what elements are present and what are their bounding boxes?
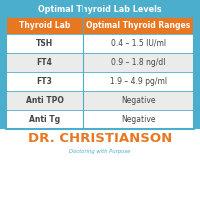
Text: Optimal Thyroid Lab Levels: Optimal Thyroid Lab Levels: [38, 5, 162, 15]
Text: 0.4 – 1.5 IU/ml: 0.4 – 1.5 IU/ml: [111, 39, 166, 48]
Text: FT3: FT3: [37, 77, 52, 86]
Text: DR. CHRISTIANSON: DR. CHRISTIANSON: [28, 132, 172, 146]
Bar: [0, 129, 200, 200]
Bar: [6, 3, 194, 129]
Bar: [6, 53, 194, 72]
Text: TSH: TSH: [36, 39, 53, 48]
Text: Thyroid Lab: Thyroid Lab: [19, 21, 70, 30]
Bar: [6, 110, 194, 129]
Text: Anti TPO: Anti TPO: [26, 96, 63, 105]
Text: 0.9 – 1.8 ng/dl: 0.9 – 1.8 ng/dl: [111, 58, 166, 67]
Text: Negative: Negative: [121, 96, 156, 105]
Text: Optimal Thyroid Ranges: Optimal Thyroid Ranges: [86, 21, 191, 30]
Bar: [6, 3, 194, 17]
Bar: [6, 72, 194, 91]
Bar: [6, 91, 194, 110]
Text: Negative: Negative: [121, 115, 156, 124]
Bar: [6, 34, 194, 53]
Text: Doctoring with Purpose: Doctoring with Purpose: [69, 148, 131, 154]
Text: FT4: FT4: [37, 58, 52, 67]
Bar: [6, 17, 194, 34]
Text: Anti Tg: Anti Tg: [29, 115, 60, 124]
Text: 1.9 – 4.9 pg/ml: 1.9 – 4.9 pg/ml: [110, 77, 167, 86]
